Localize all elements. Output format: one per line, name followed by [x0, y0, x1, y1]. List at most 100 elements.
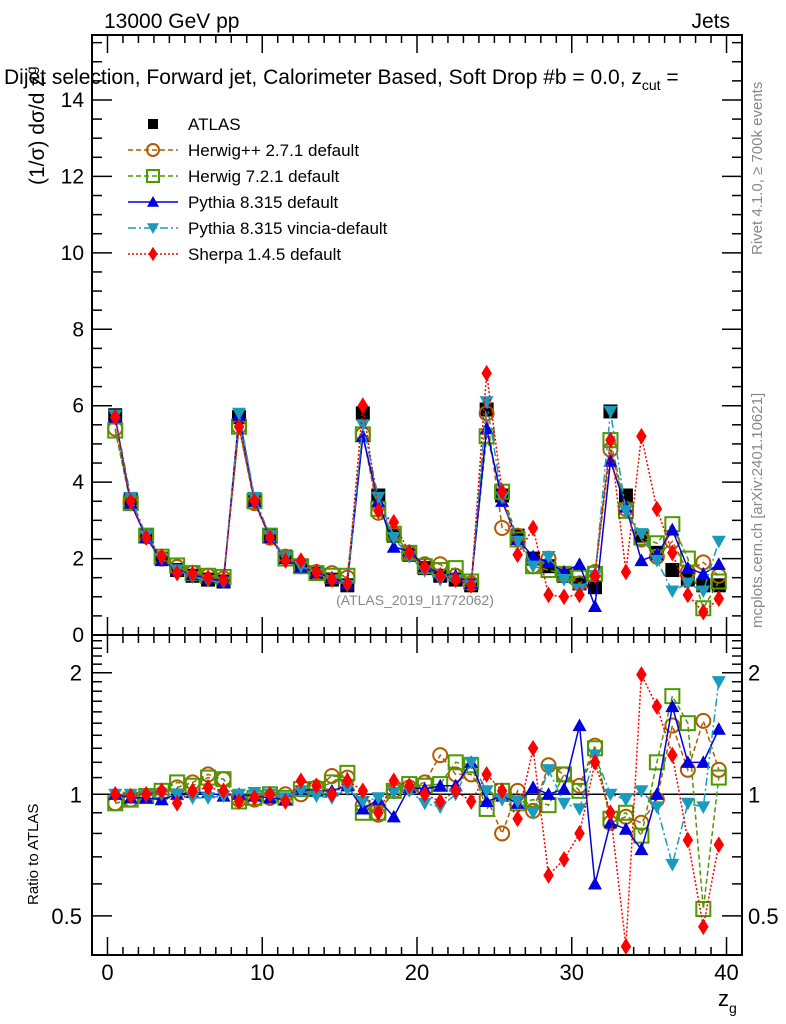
data-point [680, 755, 695, 768]
data-point [682, 831, 694, 849]
data-point [651, 698, 663, 715]
data-point [617, 808, 634, 825]
data-point [618, 505, 633, 518]
data-point [587, 599, 602, 612]
data-point [574, 586, 585, 604]
legend-marker [146, 143, 160, 157]
data-point [295, 772, 307, 790]
data-point [404, 544, 415, 562]
series-pythia-8-315-vincia-default [108, 676, 726, 872]
data-point [682, 586, 694, 604]
data-point [711, 557, 726, 570]
data-point [386, 540, 401, 553]
data-point [710, 769, 727, 786]
data-point [649, 801, 664, 815]
series-line [114, 373, 720, 614]
data-point [371, 792, 386, 805]
data-point [710, 573, 727, 590]
series-sherpa-1-4-5-default [109, 666, 725, 955]
data-point [589, 567, 601, 585]
data-point [603, 405, 618, 419]
data-point [156, 548, 167, 566]
x-axis-label: zg [718, 986, 737, 1016]
data-point [541, 787, 556, 800]
data-point [465, 793, 477, 810]
x-tick-label: 0 [101, 960, 113, 985]
data-point [512, 546, 523, 564]
data-point [187, 565, 198, 583]
ratio-y-tick-label-right: 0.5 [748, 904, 779, 929]
data-point [355, 419, 370, 432]
data-point [355, 795, 370, 809]
data-point [432, 747, 449, 764]
data-point [557, 782, 572, 795]
legend-item: Pythia 8.315 default [128, 193, 339, 212]
data-point [373, 804, 384, 822]
plot-title-subscript: cut [642, 77, 661, 93]
data-point [527, 519, 539, 537]
data-point [696, 585, 711, 599]
data-point [450, 571, 461, 588]
ratio-data-layer [107, 666, 727, 955]
data-point [465, 576, 477, 594]
data-point [417, 797, 432, 811]
legend-marker [148, 119, 158, 129]
data-point [695, 900, 712, 917]
data-point [386, 809, 401, 823]
data-point [526, 780, 541, 794]
ratio-y-tick-label: 2 [70, 661, 82, 686]
data-point [698, 918, 709, 936]
data-point [620, 563, 632, 581]
data-point [651, 500, 663, 518]
data-point [667, 544, 678, 562]
ratio-y-axis-label: Ratio to ATLAS [25, 804, 42, 905]
data-point [404, 777, 415, 795]
data-point [541, 551, 556, 564]
data-point [557, 797, 572, 811]
y-tick-label: 2 [72, 548, 84, 571]
data-point [171, 564, 183, 582]
y-tick-label: 12 [61, 165, 84, 188]
data-point [450, 782, 461, 800]
data-point [357, 782, 369, 800]
process-label: Jets [691, 10, 730, 33]
data-point [447, 754, 464, 771]
x-tick-label: 10 [250, 960, 274, 985]
rivet-version-label: Rivet 4.1.0, ≥ 700k events [749, 82, 766, 255]
data-point [665, 522, 680, 536]
series-line [114, 401, 720, 593]
data-point [433, 778, 448, 792]
data-point [357, 397, 369, 415]
data-point [711, 676, 726, 689]
data-point [636, 427, 647, 445]
data-point [587, 876, 602, 890]
data-point [665, 699, 680, 713]
legend-label: Pythia 8.315 vincia-default [188, 219, 388, 238]
data-point [187, 782, 198, 800]
data-point [680, 561, 695, 574]
data-point [479, 402, 494, 417]
x-tick-label: 40 [714, 960, 738, 985]
legend-label: ATLAS [188, 115, 241, 134]
data-point [557, 573, 572, 587]
data-point [233, 418, 245, 436]
data-point [510, 795, 525, 809]
data-point [434, 793, 446, 810]
data-point [479, 794, 494, 808]
data-point [109, 408, 121, 426]
data-point [419, 558, 430, 576]
data-point [512, 810, 523, 828]
data-point [496, 483, 508, 501]
legend-item: ATLAS [148, 115, 241, 134]
data-point [526, 549, 541, 563]
data-point [496, 782, 508, 800]
data-point [481, 364, 492, 382]
series-line [115, 694, 720, 910]
main-x-ticks [106, 35, 728, 635]
y-tick-label: 4 [72, 471, 84, 494]
data-point [371, 491, 386, 505]
data-point [667, 746, 678, 764]
legend-item: Herwig 7.2.1 default [128, 167, 339, 186]
legend-marker [148, 246, 158, 262]
data-point [696, 801, 711, 815]
